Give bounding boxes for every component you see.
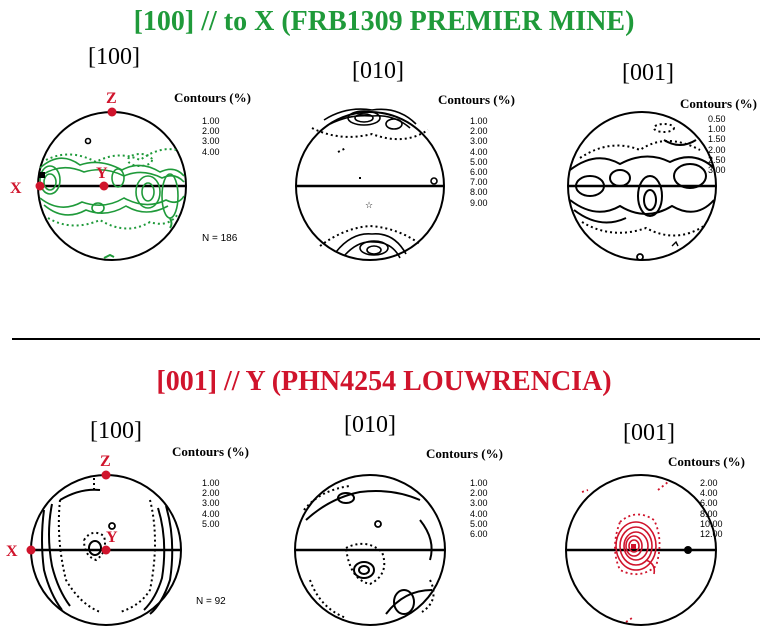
section-1-title: [100] // to X (FRB1309 PREMIER MINE) <box>133 6 635 37</box>
contour-level: 6.00 <box>470 167 488 178</box>
contour-level: 1.00 <box>470 116 488 126</box>
panel-2-1-contours-title: Contours (%) <box>172 444 249 459</box>
contour-level: 3.00 <box>470 136 488 147</box>
contour-level: 2.00 <box>202 488 220 499</box>
contour-level: 1.00 <box>202 478 220 488</box>
section-2-title: [001] // Y (PHN4254 LOUWRENCIA) <box>156 366 612 397</box>
contour-level: 6.00 <box>470 529 488 540</box>
contour-lines-black <box>569 139 715 224</box>
panel-1-1-label: [100] <box>88 44 140 70</box>
contour-level: 5.00 <box>470 518 488 529</box>
panel-1-1-levels: 1.00 2.00 3.00 4.00 <box>202 116 220 157</box>
contour-level: 2.00 <box>202 126 220 137</box>
contour-level: 3.00 <box>470 498 488 509</box>
panel-1-3-levels: 0.50 1.00 1.50 2.00 2.50 3.00 <box>708 114 726 175</box>
contour-lines-black <box>41 488 174 615</box>
contour-level: 2.00 <box>708 144 726 155</box>
axis-label-x-2: X <box>6 543 18 560</box>
contour-level: 2.00 <box>700 478 718 488</box>
contour-level: 0.50 <box>708 114 726 124</box>
contour-level: 1.00 <box>202 116 220 126</box>
panel-1-1-contours-title: Contours (%) <box>174 90 251 105</box>
contour-level: 4.00 <box>202 146 220 157</box>
panel-1-3-contours-title: Contours (%) <box>680 96 757 111</box>
contour-level: 3.00 <box>708 165 726 176</box>
panel-2-2-levels: 1.00 2.00 3.00 4.00 5.00 6.00 <box>470 478 488 539</box>
contour-lines-red <box>615 521 657 575</box>
stereonet-2-2 <box>294 474 446 626</box>
contour-level: 1.00 <box>708 124 726 135</box>
contour-level: 8.00 <box>700 508 718 519</box>
panel-1-1-n-count: N = 186 <box>202 233 238 244</box>
section-divider <box>12 338 760 340</box>
contour-level: 3.00 <box>202 136 220 147</box>
axis-label-z: Z <box>106 90 117 107</box>
svg-text:☆: ☆ <box>365 201 373 211</box>
panel-1-2-levels: 1.00 2.00 3.00 4.00 5.00 6.00 7.00 8.00 9.00 <box>470 116 488 208</box>
panel-2-1-levels: 1.00 2.00 3.00 4.00 5.00 <box>202 478 220 529</box>
axis-label-x: X <box>10 180 22 197</box>
contour-level: 3.00 <box>202 498 220 509</box>
contour-level: 6.00 <box>700 498 718 509</box>
contour-level: 7.00 <box>470 177 488 188</box>
panel-2-2-label: [010] <box>344 412 396 438</box>
contour-level: 4.00 <box>470 508 488 519</box>
axis-label-y-2: Y <box>106 529 118 546</box>
contour-lines-black <box>305 490 433 615</box>
panel-2-1-n-count: N = 92 <box>196 596 226 607</box>
axis-label-y: Y <box>96 165 108 182</box>
panel-2-1-label: [100] <box>90 418 142 444</box>
axis-label-z-2: Z <box>100 453 111 470</box>
contour-level: 5.00 <box>202 518 220 529</box>
panel-1-3-label: [001] <box>622 60 674 86</box>
contour-lines-green <box>39 157 185 219</box>
contour-level: 1.50 <box>708 134 726 145</box>
stereonet-1-3 <box>567 111 717 261</box>
panel-1-2-contours-title: Contours (%) <box>438 92 515 107</box>
contour-level: 2.00 <box>470 488 488 499</box>
panel-2-3-label: [001] <box>623 420 675 446</box>
stereonet-1-1: Z X Y <box>10 90 187 261</box>
contour-level: 12.00 <box>700 529 723 540</box>
panel-2-2-contours-title: Contours (%) <box>426 446 503 461</box>
contour-level: 8.00 <box>470 187 488 198</box>
panel-1-2-label: [010] <box>352 58 404 84</box>
stereonet-2-3 <box>565 474 717 626</box>
stereonet-1-2: ☆ <box>295 108 445 261</box>
contour-level: 2.50 <box>708 154 726 165</box>
contour-level: 4.00 <box>470 146 488 157</box>
contour-level: 1.00 <box>470 478 488 488</box>
contour-level: 2.00 <box>470 126 488 137</box>
contour-lines-black <box>323 108 417 259</box>
panel-2-3-contours-title: Contours (%) <box>668 454 745 469</box>
contour-level: 9.00 <box>470 197 488 208</box>
contour-level: 4.00 <box>202 508 220 519</box>
stereonet-2-1: Z X Y <box>6 453 182 626</box>
contour-level: 5.00 <box>470 156 488 167</box>
contour-level: 4.00 <box>700 488 718 499</box>
